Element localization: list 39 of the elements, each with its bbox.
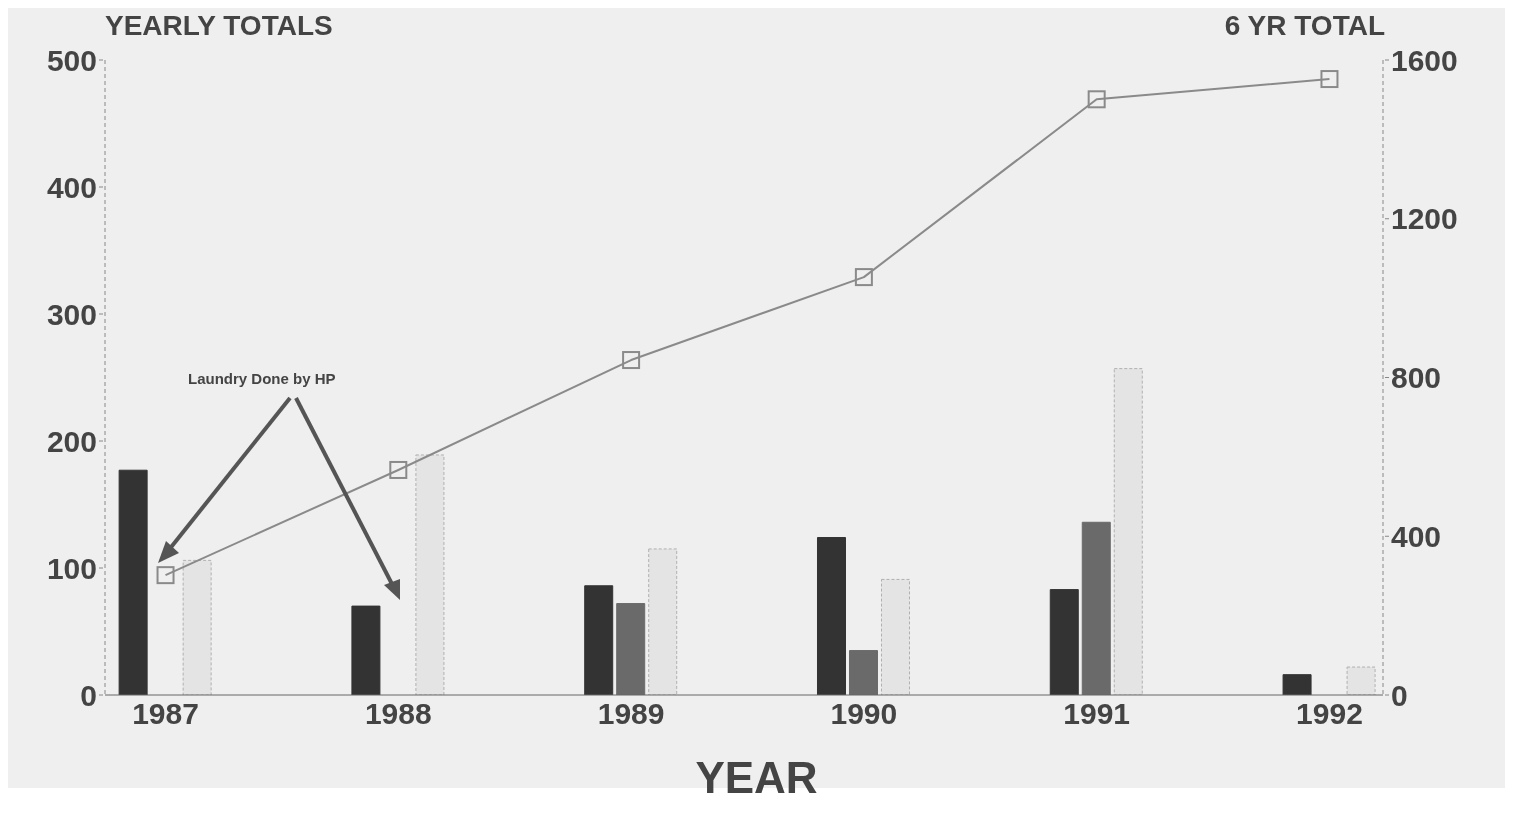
y2-tick-label: 1200 [1391, 202, 1458, 236]
x-tick-label: 1990 [830, 697, 898, 731]
bar [1282, 674, 1312, 695]
y-tick-label: 200 [46, 424, 97, 458]
point [389, 460, 408, 479]
bar [415, 454, 445, 695]
bar [816, 537, 846, 695]
y-tick-label: 400 [46, 170, 97, 204]
point [622, 351, 641, 370]
y-axis-title: YEARLY TOTALS [105, 10, 333, 42]
bar [1049, 589, 1079, 695]
bar [648, 548, 678, 695]
x-tick-label: 1991 [1063, 697, 1131, 731]
y-tick-label: 300 [46, 297, 97, 331]
bar [1346, 666, 1376, 695]
y2-tick-label: 1600 [1391, 43, 1458, 77]
y2-tick-label: 800 [1391, 361, 1442, 395]
y2-tick-label: 400 [1391, 519, 1442, 553]
annotation: Laundry Done by HP [188, 370, 336, 387]
x-tick-label: 1988 [364, 697, 432, 731]
bar [351, 605, 381, 695]
point [854, 268, 873, 287]
bar [1113, 368, 1143, 695]
y-tick-label: 100 [46, 551, 97, 585]
y2-axis-title: 6 YR TOTAL [1224, 10, 1385, 42]
x-tick-label: 1987 [132, 697, 199, 731]
bar [880, 578, 910, 695]
point [156, 566, 175, 585]
x-axis-title: YEAR [694, 753, 819, 803]
bar [182, 559, 212, 695]
bar [584, 585, 614, 695]
x-tick-label: 1989 [597, 697, 665, 731]
y2-tick-label: 0 [1391, 678, 1408, 712]
point [1087, 90, 1106, 109]
x-tick-label: 1992 [1296, 697, 1363, 731]
bar [118, 469, 148, 695]
y-tick-label: 500 [46, 43, 97, 77]
y-tick-label: 0 [80, 678, 97, 712]
point [1320, 70, 1339, 89]
